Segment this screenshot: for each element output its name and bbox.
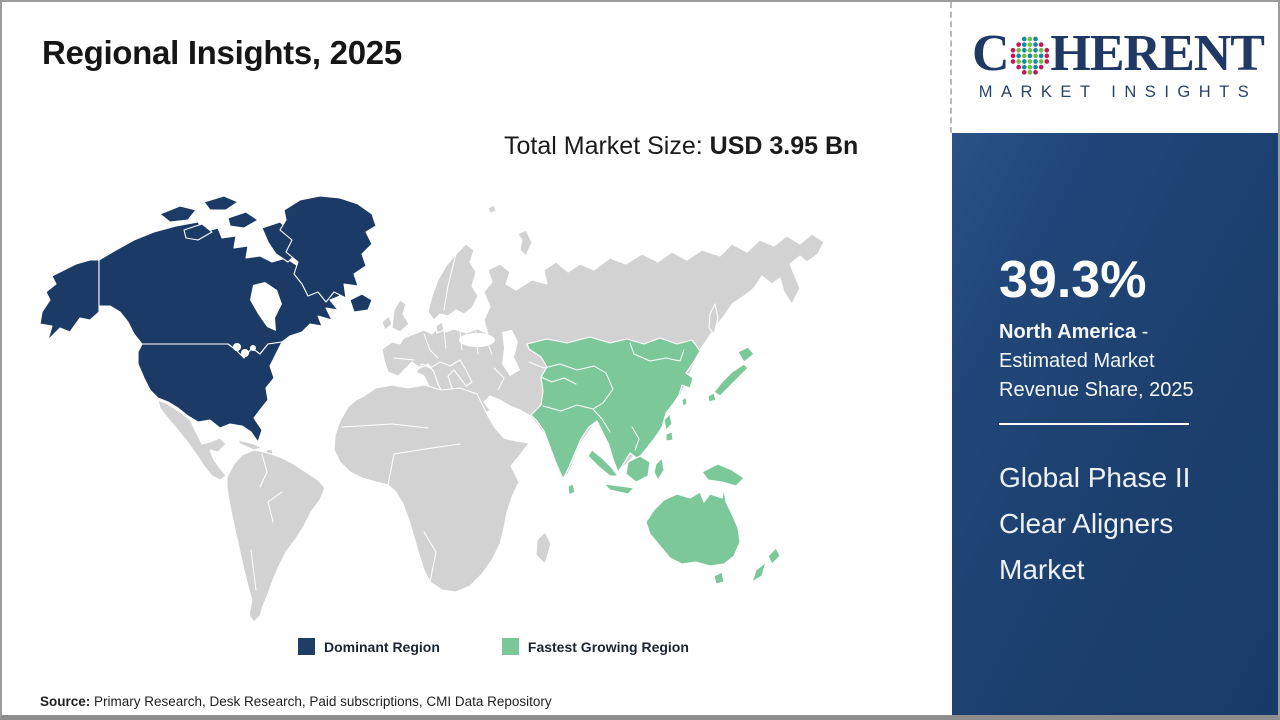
region-uk [391,299,410,333]
region-borneo [625,455,651,483]
region-ireland [381,315,393,331]
region-japan-honshu [713,363,749,397]
region-alaska [39,259,100,341]
brand-letter-c: C [972,25,1010,82]
total-market-size-label: Total Market Size: [504,132,710,160]
legend-item-growing: Fastest Growing Region [501,638,689,655]
region-tasmania [713,571,725,585]
region-philippines [663,413,673,431]
region-arctic-island-1 [159,205,197,223]
region-java [603,483,635,495]
region-africa [333,384,530,593]
page-title: Regional Insights, 2025 [42,34,402,71]
region-taiwan [681,396,688,407]
great-lake-2 [241,349,249,357]
great-lake-3 [250,345,256,351]
region-japan-hokkaido [737,346,755,363]
brand-logo: C HERENT MARKET INSIGHTS [972,25,1265,102]
stats-sidebar: 39.3% North America - Estimated Market R… [952,133,1278,715]
map-region-north-america [39,195,377,443]
region-cuba [237,439,263,451]
region-sri-lanka [567,483,576,496]
region-iceland [349,293,373,313]
region-sulawesi [653,457,665,481]
legend-swatch-dominant [298,638,315,655]
total-market-size-value: USD 3.95 Bn [709,132,859,160]
hudson-bay [250,282,282,331]
region-scandinavia [427,243,479,321]
legend-label-dominant: Dominant Region [324,638,440,655]
region-arctic-island-3 [227,211,259,229]
report-market-name: Global Phase II Clear Aligners Market [999,461,1191,585]
region-madagascar [535,531,552,565]
region-philippines-south [665,431,674,442]
legend-item-dominant: Dominant Region [298,638,440,655]
region-south-america [226,449,326,623]
world-map [32,192,832,627]
region-new-guinea [701,463,745,487]
region-sumatra [587,449,619,477]
world-map-svg [39,195,825,623]
stat-description: North America - Estimated Market Revenue… [999,318,1240,405]
source-text: Primary Research, Desk Research, Paid su… [90,694,552,709]
region-sakhalin [708,303,719,335]
region-mexico-central-america [157,399,227,481]
legend-swatch-growing [501,638,519,655]
region-arctic-island-2 [203,195,239,211]
dot-globe-icon [1010,36,1049,75]
stat-value: 39.3% [999,251,1147,309]
stat-description-rest: - Estimated Market Revenue Share, 2025 [999,320,1194,401]
region-greenland [279,195,377,303]
region-japan-kyushu [707,392,717,403]
region-svalbard [487,204,497,214]
map-legend: Dominant Region Fastest Growing Region [2,638,952,655]
brand-wordmark: C HERENT [972,25,1265,82]
brand-letters-rest: HERENT [1050,25,1265,82]
stat-region-name: North America [999,320,1137,343]
region-novaya-zemlya [517,229,533,257]
region-australia [645,489,741,567]
region-usa [137,341,283,443]
map-region-asia-pacific [526,336,781,585]
region-nz-north [767,547,781,565]
legend-label-growing: Fastest Growing Region [527,638,689,655]
sidebar-divider [999,422,1189,425]
source-note: Source: Primary Research, Desk Research,… [40,694,552,709]
region-asia-mainland [526,336,701,480]
source-label: Source: [40,694,91,709]
total-market-size: Total Market Size: USD 3.95 Bn [504,126,896,166]
brand-subtitle: MARKET INSIGHTS [978,83,1258,101]
map-inland-seas [459,330,520,376]
great-lake-1 [233,343,241,351]
region-victoria-island [183,223,213,241]
region-nz-south [751,561,767,583]
logo-dashed-separator [950,2,952,133]
